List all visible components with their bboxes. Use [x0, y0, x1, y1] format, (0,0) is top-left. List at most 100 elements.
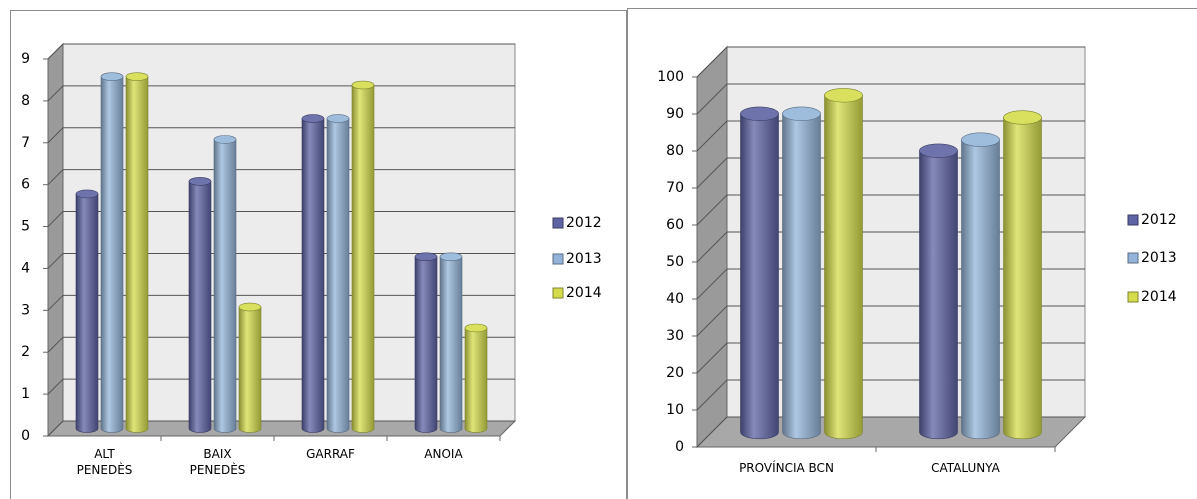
legend-label: 2013 — [566, 251, 602, 267]
y-tick-label: 30 — [666, 328, 684, 344]
bar-top — [301, 114, 325, 123]
bar-body — [188, 181, 212, 433]
legend-label: 2013 — [1141, 250, 1177, 266]
bar — [75, 189, 99, 433]
x-tick-label: PROVÍNCIA BCN — [739, 461, 834, 475]
y-tick-label: 8 — [21, 93, 30, 109]
bar — [326, 114, 350, 433]
y-tick-label: 100 — [657, 69, 684, 85]
bar-body — [464, 327, 488, 433]
grid-line — [47, 43, 515, 60]
bar — [301, 114, 325, 433]
y-tick-label: 3 — [21, 302, 30, 318]
y-tick-label: 9 — [21, 51, 30, 67]
bar-body — [301, 118, 325, 433]
legend-label: 2014 — [1141, 289, 1177, 305]
bar — [1003, 110, 1042, 440]
bar-body — [125, 76, 149, 433]
bar-top — [100, 72, 124, 81]
x-tick-label-box: CATALUNYA — [931, 461, 1000, 475]
x-tick-label: CATALUNYA — [931, 461, 1000, 475]
y-tick-label: 4 — [21, 260, 30, 276]
bar-top — [238, 302, 262, 312]
legend-label: 2012 — [1141, 212, 1177, 228]
y-tick-label: 50 — [666, 254, 684, 270]
y-tick-label: 0 — [675, 439, 684, 455]
bar — [100, 72, 124, 433]
bar-body — [351, 84, 375, 433]
bar-top — [351, 80, 375, 90]
bar-top — [824, 88, 863, 103]
x-tick-label-box: PROVÍNCIA BCN — [739, 461, 834, 475]
bar-top — [188, 177, 212, 186]
panel-border — [10, 10, 627, 499]
legend-swatch — [552, 253, 564, 265]
bar-body — [740, 113, 779, 440]
bar-body — [439, 256, 463, 433]
bar-body — [326, 118, 350, 433]
legend-label: 2014 — [566, 285, 602, 301]
bar — [188, 177, 212, 433]
bar-top — [326, 114, 350, 123]
y-tick-label: 6 — [21, 177, 30, 193]
bar — [439, 252, 463, 433]
bar — [961, 132, 1000, 440]
y-tick-label: 70 — [666, 180, 684, 196]
side-wall — [47, 42, 64, 438]
bar-top — [213, 135, 237, 144]
grid-line — [696, 120, 1085, 152]
legend-label: 2012 — [566, 215, 602, 231]
x-tick-label-box: GARRAF — [306, 447, 355, 461]
bar-top — [464, 323, 488, 333]
x-tick-label: ALT PENEDÈS — [76, 447, 133, 477]
x-tick-label: ANOIA — [424, 447, 463, 461]
y-tick-label: 0 — [21, 428, 30, 444]
y-tick-label: 5 — [21, 219, 30, 235]
bar-body — [782, 113, 821, 440]
bar — [740, 106, 779, 440]
y-tick-label: 10 — [666, 402, 684, 418]
bar-body — [919, 150, 958, 440]
bar-top — [439, 252, 463, 262]
y-tick-label: 60 — [666, 217, 684, 233]
bar — [125, 72, 149, 433]
bar-top — [75, 189, 99, 199]
x-tick-label: BAIX PENEDÈS — [189, 447, 246, 477]
legend-swatch — [1127, 291, 1139, 303]
bar — [213, 135, 237, 433]
bar-body — [1003, 117, 1042, 440]
bar — [464, 323, 488, 433]
bar-top — [782, 106, 821, 121]
bar-body — [961, 139, 1000, 440]
bar — [782, 106, 821, 440]
y-tick-label: 20 — [666, 365, 684, 381]
x-tick-label-box: BAIX PENEDÈS — [189, 447, 246, 477]
legend-swatch — [552, 217, 564, 229]
bar-body — [100, 76, 124, 433]
bar-top — [125, 72, 149, 81]
y-tick-label: 80 — [666, 143, 684, 159]
legend-swatch — [552, 287, 564, 299]
y-tick-label: 40 — [666, 291, 684, 307]
bar-body — [238, 306, 262, 433]
bar-body — [75, 193, 99, 433]
bar-top — [414, 252, 438, 262]
bar — [414, 252, 438, 433]
bar — [351, 80, 375, 433]
y-tick-label: 90 — [666, 106, 684, 122]
bar-top — [740, 106, 779, 121]
legend-swatch — [1127, 252, 1139, 264]
bar — [919, 143, 958, 440]
legend-swatch — [1127, 214, 1139, 226]
bar-body — [414, 256, 438, 433]
y-tick-label: 1 — [21, 386, 30, 402]
y-tick-label: 7 — [21, 135, 30, 151]
bar-top — [961, 132, 1000, 147]
x-tick-label-box: ALT PENEDÈS — [76, 447, 133, 477]
grid-line — [696, 46, 1085, 78]
y-tick-label: 2 — [21, 344, 30, 360]
bar-body — [213, 139, 237, 433]
bar-body — [824, 95, 863, 440]
bar — [238, 302, 262, 433]
